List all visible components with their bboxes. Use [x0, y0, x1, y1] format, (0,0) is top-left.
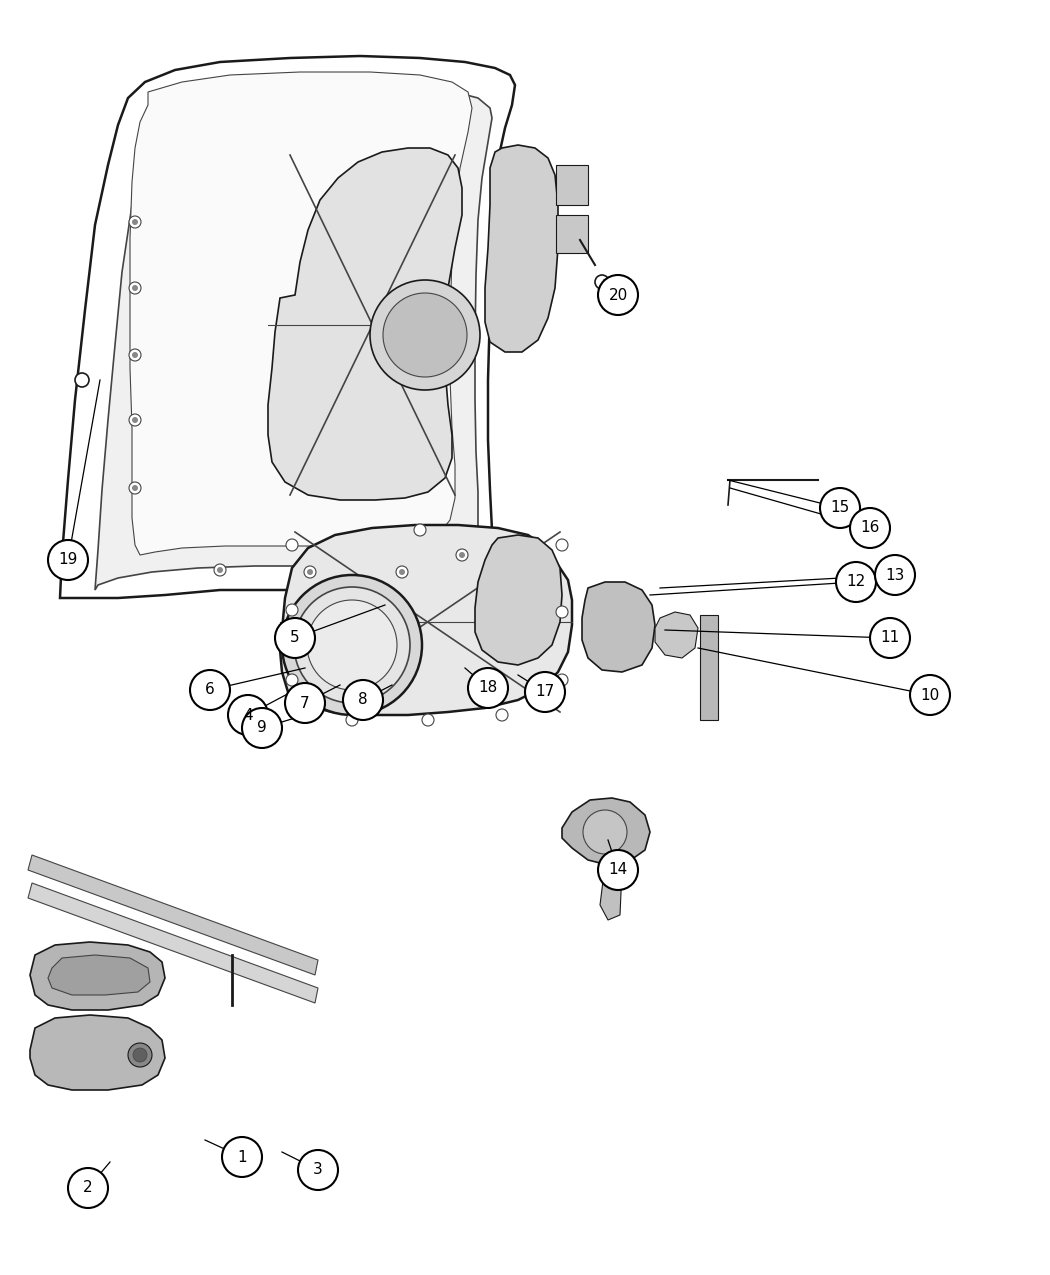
Text: 5: 5 [290, 631, 300, 645]
Circle shape [286, 674, 298, 686]
Circle shape [459, 552, 465, 558]
Text: 13: 13 [885, 567, 905, 583]
Text: 12: 12 [846, 575, 865, 589]
Circle shape [399, 569, 405, 575]
Circle shape [75, 374, 89, 388]
Circle shape [132, 219, 138, 224]
Text: 15: 15 [831, 501, 849, 515]
Text: 4: 4 [244, 708, 253, 723]
Circle shape [468, 668, 508, 708]
Circle shape [875, 555, 915, 595]
Circle shape [598, 850, 638, 890]
FancyBboxPatch shape [556, 215, 588, 252]
Polygon shape [280, 525, 572, 715]
Circle shape [556, 606, 568, 618]
Text: 1: 1 [237, 1150, 247, 1164]
Circle shape [583, 810, 627, 854]
Circle shape [132, 417, 138, 423]
Circle shape [307, 601, 397, 690]
Polygon shape [562, 798, 650, 864]
Text: 19: 19 [59, 552, 78, 567]
Circle shape [133, 1048, 147, 1062]
Text: 2: 2 [83, 1181, 92, 1196]
Circle shape [222, 1137, 262, 1177]
FancyBboxPatch shape [556, 164, 588, 205]
Text: 11: 11 [880, 631, 900, 645]
Text: 16: 16 [860, 520, 880, 536]
Text: 10: 10 [921, 687, 940, 703]
Text: 3: 3 [313, 1163, 323, 1178]
Polygon shape [28, 884, 318, 1003]
Circle shape [850, 507, 890, 548]
Polygon shape [485, 145, 558, 352]
Polygon shape [94, 85, 492, 590]
Circle shape [242, 708, 282, 748]
Circle shape [525, 672, 565, 711]
Circle shape [304, 566, 316, 578]
Circle shape [132, 352, 138, 358]
Circle shape [68, 1168, 108, 1207]
Circle shape [285, 683, 326, 723]
Circle shape [910, 674, 950, 715]
Circle shape [383, 293, 467, 377]
Circle shape [129, 215, 141, 228]
Circle shape [343, 680, 383, 720]
Circle shape [456, 550, 468, 561]
Circle shape [370, 280, 480, 390]
Text: 9: 9 [257, 720, 267, 736]
Circle shape [48, 541, 88, 580]
Circle shape [129, 282, 141, 295]
Polygon shape [475, 536, 562, 666]
Circle shape [346, 714, 358, 725]
Circle shape [595, 275, 609, 289]
Circle shape [228, 695, 268, 734]
Circle shape [286, 539, 298, 551]
Text: 6: 6 [205, 682, 215, 697]
Polygon shape [268, 148, 462, 500]
Polygon shape [48, 955, 150, 994]
Circle shape [132, 286, 138, 291]
Circle shape [214, 564, 226, 576]
Circle shape [275, 618, 315, 658]
Circle shape [282, 575, 422, 715]
Circle shape [307, 569, 313, 575]
Polygon shape [30, 942, 165, 1010]
Polygon shape [30, 1015, 165, 1090]
Text: 17: 17 [536, 685, 554, 700]
Circle shape [820, 488, 860, 528]
Circle shape [396, 566, 408, 578]
Text: 18: 18 [479, 681, 498, 695]
Polygon shape [130, 71, 472, 555]
Circle shape [298, 1150, 338, 1190]
Circle shape [414, 524, 426, 536]
Circle shape [870, 618, 910, 658]
Circle shape [132, 484, 138, 491]
Circle shape [294, 586, 410, 703]
Text: 20: 20 [608, 287, 628, 302]
Polygon shape [655, 612, 698, 658]
Polygon shape [28, 856, 318, 975]
Circle shape [422, 714, 434, 725]
Text: 8: 8 [358, 692, 367, 708]
Circle shape [836, 562, 876, 602]
Circle shape [128, 1043, 152, 1067]
Circle shape [286, 604, 298, 616]
Circle shape [129, 414, 141, 426]
Circle shape [556, 539, 568, 551]
Circle shape [129, 482, 141, 493]
Text: 14: 14 [608, 862, 628, 877]
Circle shape [217, 567, 223, 572]
Circle shape [129, 349, 141, 361]
Polygon shape [600, 864, 622, 921]
Circle shape [598, 275, 638, 315]
Polygon shape [582, 581, 655, 672]
FancyBboxPatch shape [700, 615, 718, 720]
Circle shape [496, 709, 508, 720]
Text: 7: 7 [300, 695, 310, 710]
Circle shape [190, 669, 230, 710]
Circle shape [556, 674, 568, 686]
